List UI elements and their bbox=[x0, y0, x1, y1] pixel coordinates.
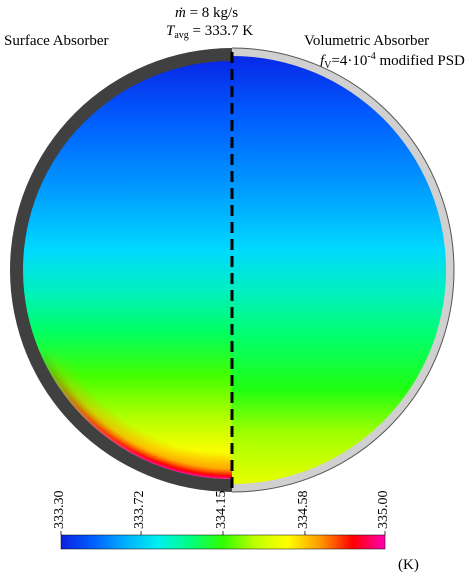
mass-flow-label: ṁ = 8 kg/s bbox=[175, 6, 238, 21]
fv-value: =4·10 bbox=[331, 53, 368, 69]
temp-value: = 333.7 K bbox=[188, 23, 254, 39]
volumetric-absorber-contour bbox=[232, 56, 446, 484]
colorbar-tick-label-0: 333.30 bbox=[52, 490, 67, 530]
temp-subscript: avg bbox=[174, 30, 189, 41]
mass-flow-value: = 8 kg/s bbox=[185, 5, 239, 21]
colorbar-tick-label-3: 334.58 bbox=[295, 490, 311, 530]
temp-symbol: T bbox=[166, 23, 175, 39]
fv-symbol: f bbox=[320, 53, 325, 69]
avg-temperature-label: Tavg = 333.7 K bbox=[166, 24, 253, 41]
surface-hot-edge bbox=[23, 61, 232, 479]
volumetric-absorber-label: Volumetric Absorber bbox=[304, 33, 430, 49]
colorbar bbox=[60, 534, 386, 550]
surface-absorber-label: Surface Absorber bbox=[4, 33, 109, 49]
colorbar-unit-label: (K) bbox=[398, 557, 419, 573]
fv-exponent: -4 bbox=[367, 51, 376, 62]
fv-suffix: modified PSD bbox=[375, 53, 465, 69]
colorbar-tick-label-4: 335.00 bbox=[376, 490, 391, 530]
colorbar-tick-label-1: 333.72 bbox=[132, 490, 148, 530]
fv-subscript: V bbox=[324, 60, 332, 71]
volume-fraction-label: fV=4·10-4 modified PSD bbox=[320, 52, 465, 71]
colorbar-ticks bbox=[60, 531, 386, 535]
mass-flow-symbol: ṁ bbox=[175, 5, 186, 21]
colorbar-tick-label-2: 334.15 bbox=[214, 490, 229, 530]
